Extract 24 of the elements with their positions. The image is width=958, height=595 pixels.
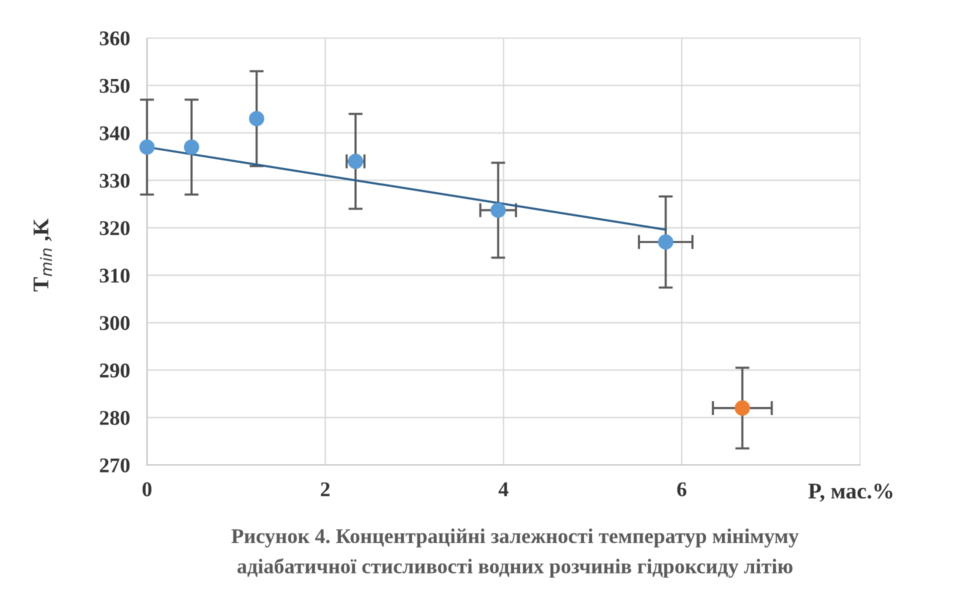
text: Рисунок 4. Концентраційні залежності температур мінімуму [231,528,799,548]
y-tick-label: 300 [100,316,130,330]
y-tick-label: 280 [100,410,130,425]
x-tick-label: 4 [498,482,508,496]
y-tick-label: 360 [100,31,130,46]
x-tick-label: 2 [320,482,330,496]
point [490,202,506,218]
point [139,139,155,155]
text: адіабатичної стисливості водних розчинів гідроксиду літію [237,558,792,578]
y-tick-label: 330 [100,174,130,188]
x-tick-label: 6 [677,482,686,496]
y-tick-label: 310 [100,268,130,283]
y-tick-label: 350 [100,78,130,93]
y-tick-label: 290 [100,363,130,378]
y-tick-label: 270 [100,458,130,472]
y-axis-title: T$_{min}$ ,K [34,218,52,292]
point [734,400,750,416]
x-tick-label: 0 [142,482,152,496]
y-tick-label: 320 [100,221,130,236]
point [248,111,264,126]
y-tick-label: 340 [100,126,130,140]
point [658,234,674,250]
x-axis-title: P, мас.% [808,484,892,502]
point [184,139,200,155]
